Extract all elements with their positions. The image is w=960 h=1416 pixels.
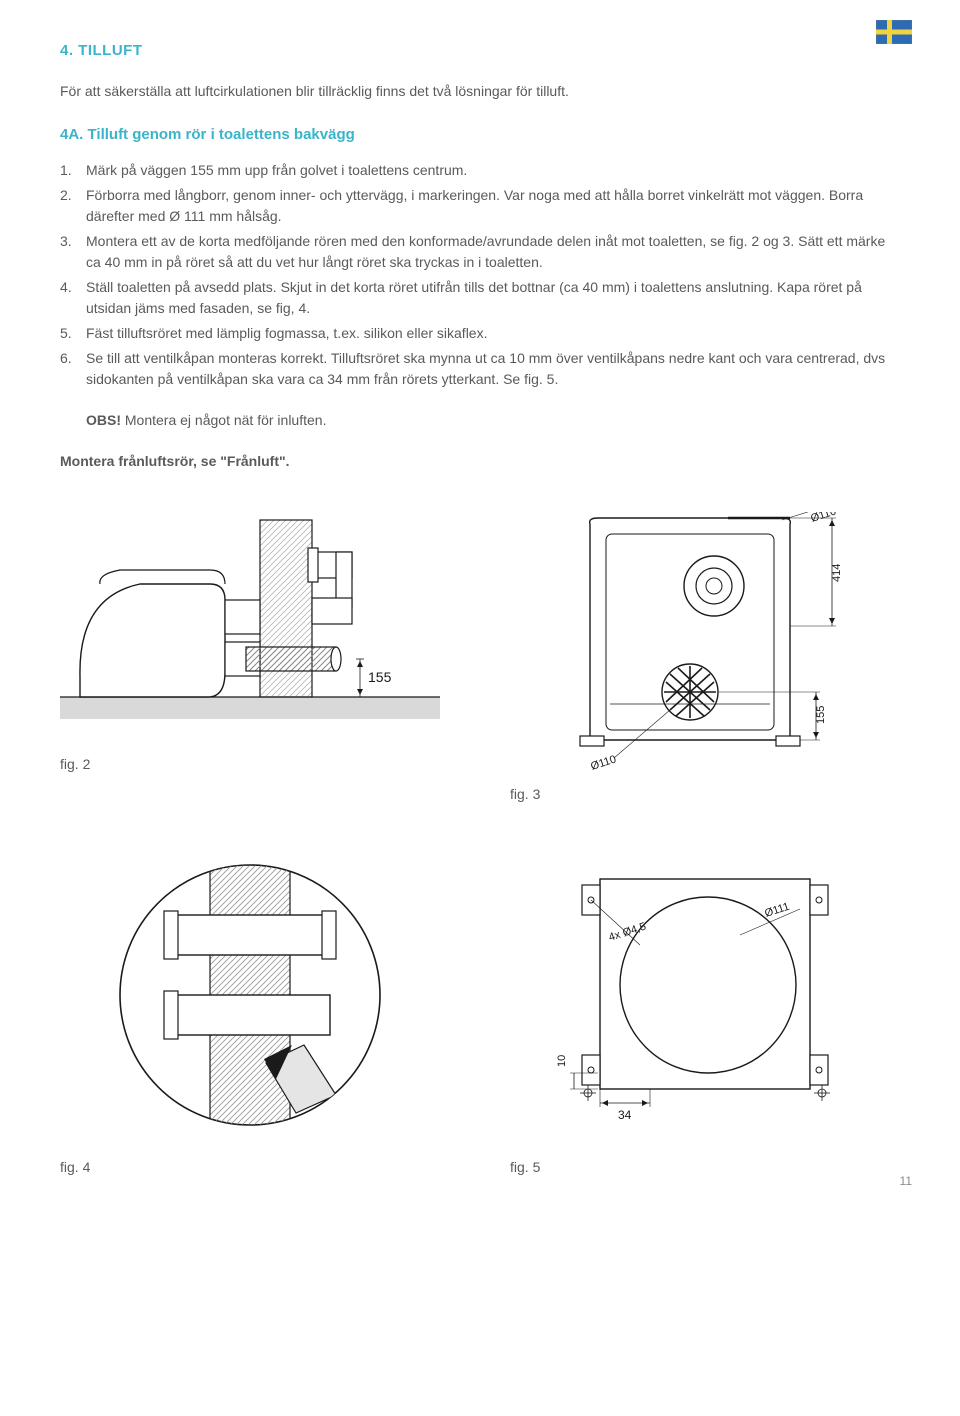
- fig3-d110-bottom: Ø110: [589, 753, 618, 772]
- fig4-container: fig. 4: [60, 845, 450, 1178]
- fig2-caption: fig. 2: [60, 754, 450, 775]
- instruction-text: Märk på väggen 155 mm upp från golvet i …: [86, 160, 900, 181]
- obs-note: OBS! Montera ej något nät för inluften.: [86, 410, 900, 431]
- instruction-item: 2.Förborra med långborr, genom inner- oc…: [60, 185, 900, 227]
- fig3-container: Ø110 Ø110 414 155 fig. 3: [510, 512, 900, 805]
- instruction-number: 2.: [60, 185, 86, 227]
- obs-text: Montera ej något nät för inluften.: [121, 412, 326, 428]
- instruction-number: 3.: [60, 231, 86, 273]
- fig4-diagram: [60, 845, 440, 1145]
- intro-text: För att säkerställa att luftcirkulatione…: [60, 81, 900, 102]
- instruction-text: Se till att ventilkåpan monteras korrekt…: [86, 348, 900, 390]
- instruction-item: 1.Märk på väggen 155 mm upp från golvet …: [60, 160, 900, 181]
- section-title: 4. TILLUFT: [60, 40, 900, 63]
- instruction-text: Förborra med långborr, genom inner- och …: [86, 185, 900, 227]
- instruction-text: Montera ett av de korta medföljande röre…: [86, 231, 900, 273]
- fig3-d110-top: Ø110: [809, 512, 838, 525]
- instruction-item: 3.Montera ett av de korta medföljande rö…: [60, 231, 900, 273]
- instruction-item: 5.Fäst tilluftsröret med lämplig fogmass…: [60, 323, 900, 344]
- fig3-dim-155: 155: [815, 706, 827, 724]
- fig5-d10: 10: [556, 1055, 568, 1067]
- figures-row-1: 155 fig. 2: [60, 512, 900, 805]
- section-subtitle: 4A. Tilluft genom rör i toalettens bakvä…: [60, 124, 900, 147]
- flag-icon: [876, 20, 912, 44]
- fig5-caption: fig. 5: [510, 1157, 900, 1178]
- fig3-dim-414: 414: [831, 564, 843, 582]
- instruction-number: 4.: [60, 277, 86, 319]
- fig2-container: 155 fig. 2: [60, 512, 450, 805]
- instruction-number: 1.: [60, 160, 86, 181]
- instruction-item: 6.Se till att ventilkåpan monteras korre…: [60, 348, 900, 390]
- fig5-d34: 34: [618, 1108, 632, 1122]
- obs-label: OBS!: [86, 412, 121, 428]
- fig5-diagram: 4x Ø4,5 Ø111 34 10: [510, 845, 890, 1145]
- figures-row-2: fig. 4 4x Ø4,5 Ø111: [60, 845, 900, 1178]
- instruction-text: Fäst tilluftsröret med lämplig fogmassa,…: [86, 323, 900, 344]
- fig3-caption: fig. 3: [510, 784, 900, 805]
- instructions-list: 1.Märk på väggen 155 mm upp från golvet …: [60, 160, 900, 390]
- fig4-caption: fig. 4: [60, 1157, 450, 1178]
- fig5-container: 4x Ø4,5 Ø111 34 10 fig. 5: [510, 845, 900, 1178]
- fig2-dim-155: 155: [368, 669, 392, 685]
- fig3-diagram: Ø110 Ø110 414 155: [510, 512, 890, 772]
- page-number: 11: [900, 1172, 912, 1190]
- instruction-item: 4.Ställ toaletten på avsedd plats. Skjut…: [60, 277, 900, 319]
- instruction-number: 5.: [60, 323, 86, 344]
- fig2-diagram: 155: [60, 512, 440, 742]
- subheading-bold: Montera frånluftsrör, se "Frånluft".: [60, 451, 900, 472]
- instruction-text: Ställ toaletten på avsedd plats. Skjut i…: [86, 277, 900, 319]
- instruction-number: 6.: [60, 348, 86, 390]
